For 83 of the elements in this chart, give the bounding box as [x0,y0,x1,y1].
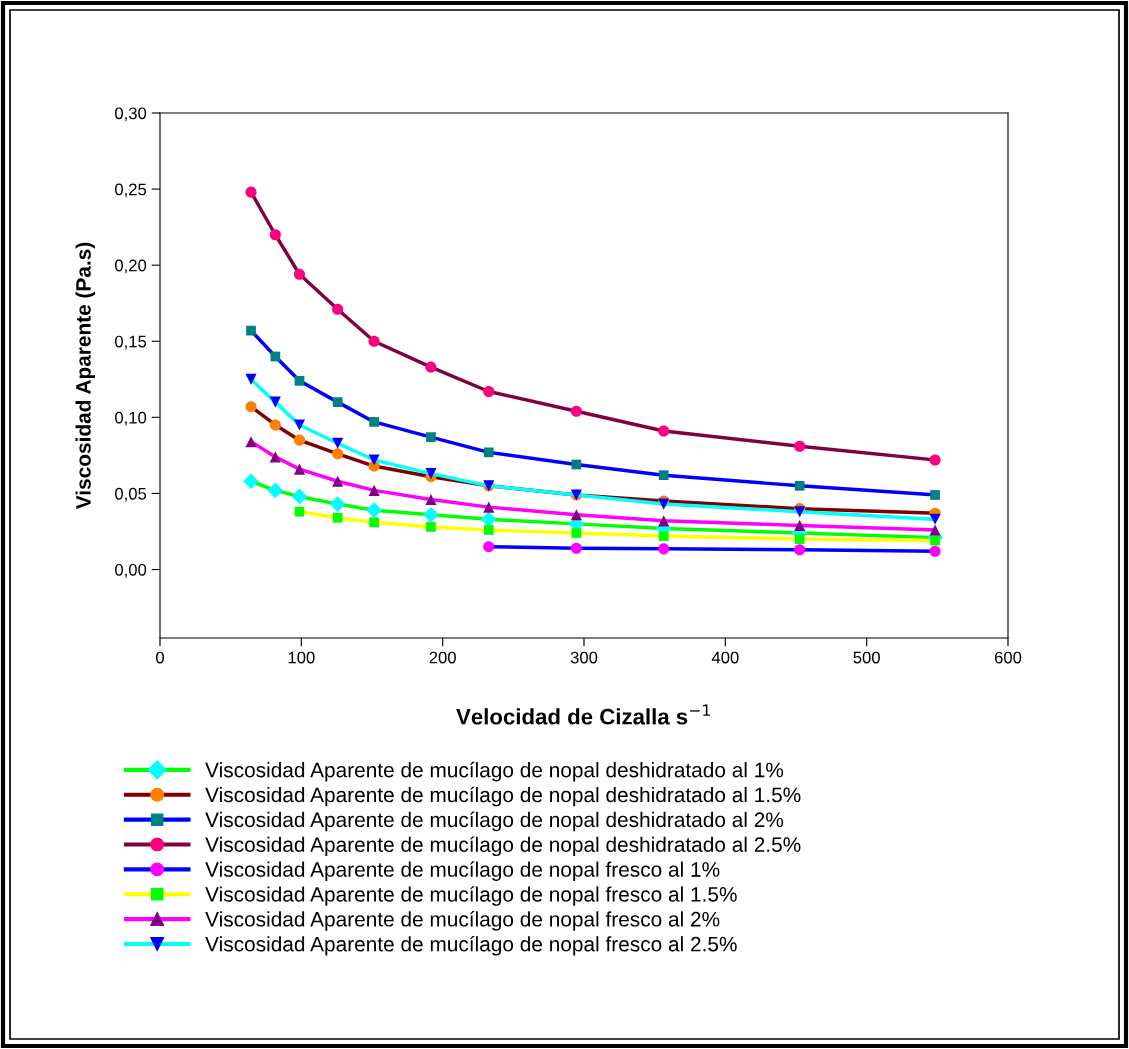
legend-label: Viscosidad Aparente de mucílago de nopal fresco al 1% [205,861,720,881]
y-tick-label: 0,15 [115,335,147,350]
y-tick-label: 0,10 [115,411,147,426]
x-tick-label: 400 [711,651,739,664]
point [794,534,805,544]
point [267,482,284,499]
point [929,524,941,536]
point [480,511,497,528]
legend-label: Viscosidad Aparente de mucílago de nopal deshidratado al 1% [205,761,784,782]
y-tick-label: 0,30 [115,107,147,122]
point [794,440,806,452]
point [269,419,281,431]
point [426,522,436,532]
point [658,531,669,541]
point [483,501,495,513]
y-tick-label: 0,25 [115,183,147,198]
point [794,480,805,491]
point [369,517,379,528]
point [245,373,257,385]
point [332,512,343,523]
point [291,488,308,505]
point [269,229,281,241]
point [794,519,806,531]
point [483,525,494,535]
point [332,397,343,407]
point [425,493,437,506]
point [332,303,344,315]
point [423,506,439,523]
legend-label: Viscosidad Aparente de mucílago de nopal deshidratado al 2% [205,811,784,832]
point [483,385,495,398]
y-tick-label: 0,05 [115,487,147,502]
point [426,432,436,442]
point [332,437,344,449]
point [368,454,380,466]
y-axis-title: Viscosidad Aparente (Pa.s) [75,242,95,510]
legend-label: Viscosidad Aparente de mucílago de nopal fresco al 1.5% [205,886,737,906]
point [270,351,281,362]
point [329,496,346,512]
point [245,436,257,448]
y-tick-label: 0,20 [115,259,147,274]
point [246,325,256,336]
point [245,186,257,198]
point [929,545,941,557]
point [332,475,344,487]
x-tick-label: 0 [156,651,164,664]
point [293,463,306,475]
x-tick-label: 200 [429,651,456,664]
point [570,542,582,554]
legend-label: Viscosidad Aparente de mucílago de nopal fresco al 2% [205,911,720,931]
point [294,506,305,517]
point [293,268,306,280]
legend-label: Viscosidad Aparente de mucílago de nopal deshidratado al 1.5% [205,786,801,807]
point [929,513,941,525]
point [929,454,941,466]
point [245,401,257,413]
x-tick-label: 100 [288,651,315,664]
point [425,361,437,373]
x-tick-label: 300 [570,651,598,664]
point [794,544,806,556]
point [658,543,670,555]
point [658,470,669,481]
legend-label: Viscosidad Aparente de mucílago de nopal deshidratado al 2.5% [205,836,801,857]
point [293,419,306,431]
x-axis-title: Velocidad de Cizalla s$^{−1}$ [456,704,710,725]
point [332,448,344,460]
point [294,375,305,386]
point [658,425,670,437]
point [571,528,582,538]
point [366,502,382,519]
point [570,509,582,521]
point [368,335,380,347]
point [483,541,495,553]
point [369,417,379,427]
y-tick-label: 0,00 [115,563,147,578]
point [930,490,940,500]
x-tick-label: 600 [994,651,1022,664]
point [570,405,582,417]
point [483,447,494,458]
x-tick-label: 500 [853,651,880,664]
legend-label: Viscosidad Aparente de mucílago de nopal fresco al 2.5% [205,935,737,956]
point [243,473,259,490]
point [368,484,380,496]
point [293,434,306,446]
